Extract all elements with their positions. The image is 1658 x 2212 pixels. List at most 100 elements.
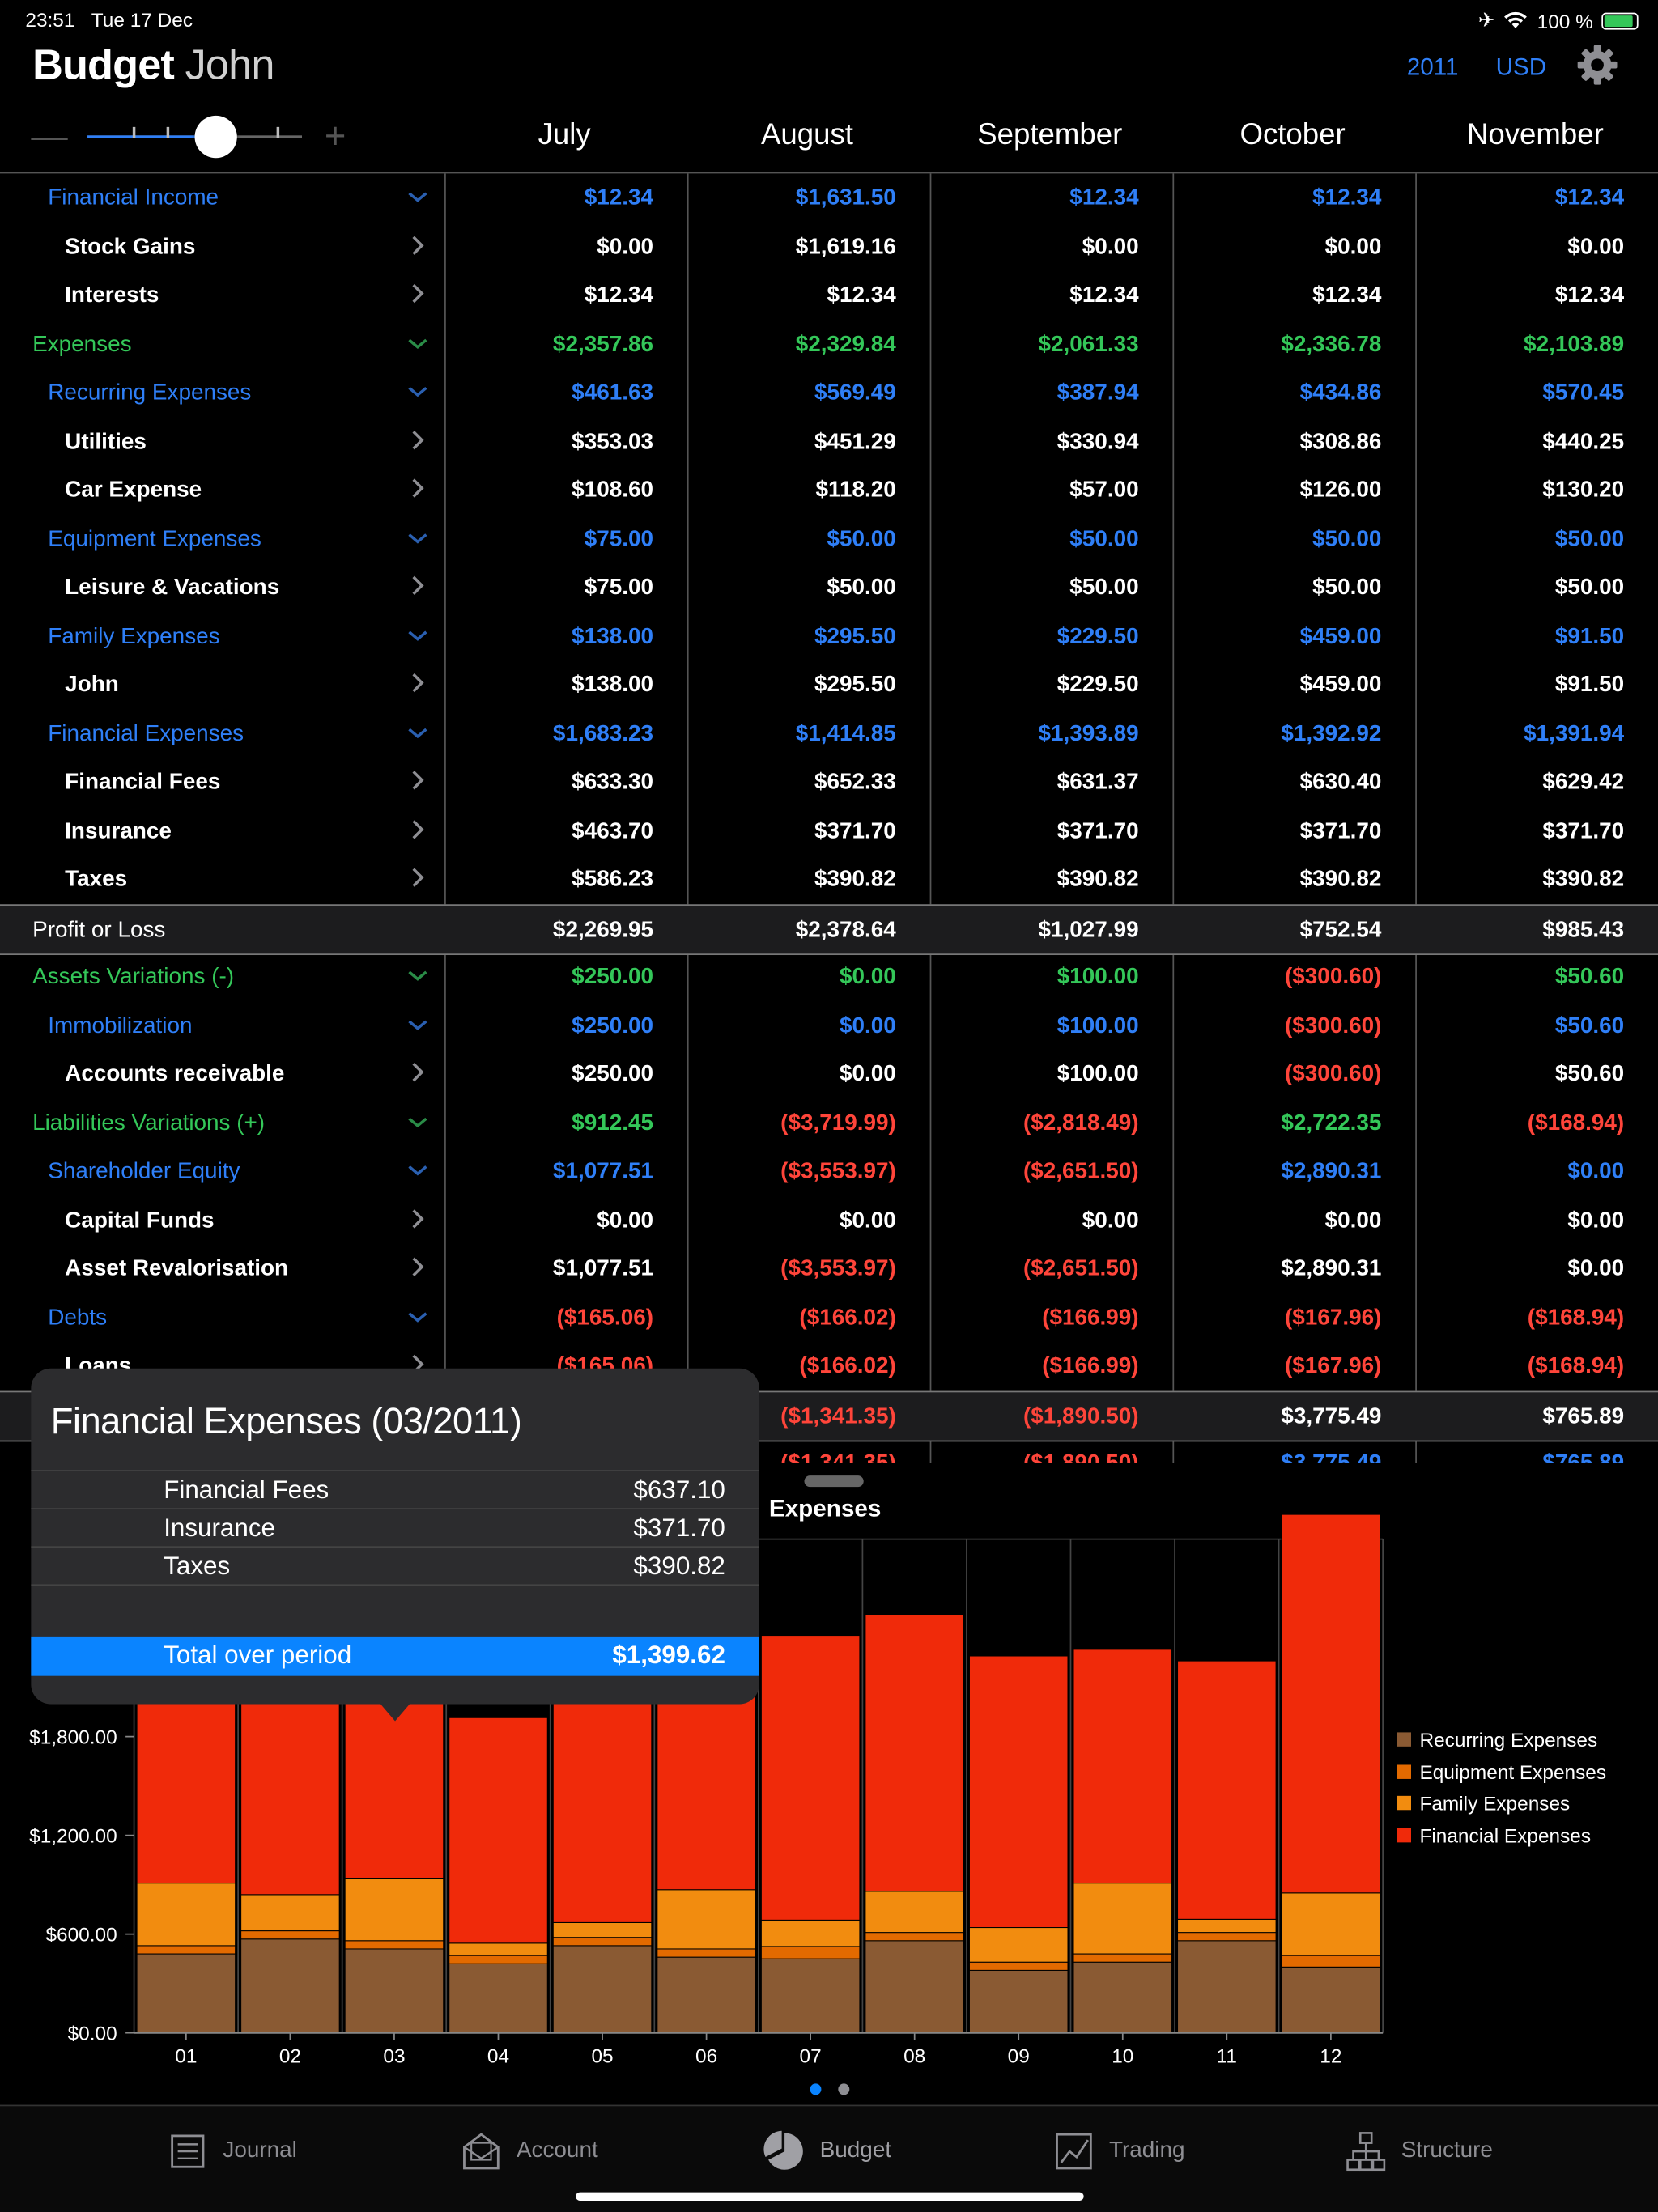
table-row[interactable]: Equipment Expenses $75.00 $50.00 $50.00 $50.… [0, 514, 1658, 563]
cell-value[interactable]: $250.00 [572, 1013, 654, 1038]
home-indicator[interactable] [576, 2192, 1084, 2201]
cell-value[interactable]: $2,890.31 [1281, 1159, 1382, 1184]
cell-value[interactable]: $0.00 [1082, 1208, 1139, 1233]
cell-value[interactable]: $50.00 [1312, 527, 1382, 551]
table-row[interactable]: Shareholder Equity $1,077.51 ($3,553.97) ($… [0, 1147, 1658, 1195]
table-row[interactable]: Accounts receivable $250.00 $0.00 $100.00 ($… [0, 1050, 1658, 1098]
cell-value[interactable]: $50.00 [1312, 575, 1382, 600]
chart-bar-segment[interactable] [760, 1958, 861, 2034]
cell-value[interactable]: ($3,553.97) [780, 1159, 896, 1184]
chart-bar-segment[interactable] [760, 1635, 861, 1921]
cell-value[interactable]: $0.00 [1567, 1159, 1625, 1184]
cell-value[interactable]: $459.00 [1299, 624, 1382, 648]
chevron-down-icon[interactable] [406, 524, 429, 550]
cell-value[interactable]: $126.00 [1299, 478, 1382, 503]
chart-bar-segment[interactable] [1073, 1953, 1173, 1963]
chart-bar-segment[interactable] [968, 1926, 1069, 1963]
cell-value[interactable]: $138.00 [572, 624, 654, 648]
cell-value[interactable]: $1,393.89 [1038, 721, 1139, 746]
cell-value[interactable]: $765.89 [1398, 1452, 1624, 1463]
cell-value[interactable]: $390.82 [814, 867, 896, 892]
cell-value[interactable]: $434.86 [1299, 380, 1382, 405]
chevron-right-icon[interactable] [406, 864, 429, 889]
cell-value[interactable]: ($165.06) [556, 1306, 654, 1330]
cell-value[interactable]: $0.00 [840, 965, 896, 989]
cell-value[interactable]: ($1,890.50) [1022, 1404, 1139, 1429]
cell-value[interactable]: $100.00 [1056, 1062, 1139, 1087]
cell-value[interactable]: $371.70 [1542, 818, 1625, 843]
cell-value[interactable]: $633.30 [572, 770, 654, 795]
cell-value[interactable]: $50.00 [1069, 575, 1139, 600]
table-row[interactable]: Asset Revalorisation $1,077.51 ($3,553.97)… [0, 1244, 1658, 1293]
cell-value[interactable]: $630.40 [1299, 770, 1382, 795]
chevron-down-icon[interactable] [406, 719, 429, 744]
cell-value[interactable]: $1,391.94 [1524, 721, 1625, 746]
currency-selector[interactable]: USD [1495, 53, 1547, 81]
cell-value[interactable]: ($1,341.35) [780, 1404, 896, 1429]
table-row[interactable]: Taxes $586.23 $390.82 $390.82 $390.82 $390.82 [0, 855, 1658, 903]
chevron-right-icon[interactable] [406, 573, 429, 598]
cell-value[interactable]: $100.00 [1056, 965, 1139, 989]
cell-value[interactable]: $50.00 [827, 527, 896, 551]
zoom-in-button[interactable]: + [324, 114, 346, 157]
cell-value[interactable]: $0.00 [597, 235, 654, 259]
chevron-right-icon[interactable] [406, 1059, 429, 1085]
chart-bar-segment[interactable] [552, 1937, 653, 1947]
cell-value[interactable]: $586.23 [572, 867, 654, 892]
chart-bar-segment[interactable] [1177, 1940, 1277, 2034]
legend-item[interactable]: Financial Expenses [1397, 1819, 1607, 1851]
table-row[interactable]: John $138.00 $295.50 $229.50 $459.00 $91.50 [0, 660, 1658, 709]
table-row[interactable]: Financial Expenses $1,683.23 $1,414.85 $1,3… [0, 709, 1658, 758]
chevron-down-icon[interactable] [406, 329, 429, 355]
table-row[interactable]: Interests $12.34 $12.34 $12.34 $12.34 $12.34 [0, 271, 1658, 320]
cell-value[interactable]: $138.00 [572, 673, 654, 698]
cell-value[interactable]: $353.03 [572, 429, 654, 454]
cell-value[interactable]: ($2,818.49) [1022, 1110, 1139, 1136]
cell-value[interactable]: $390.82 [1542, 867, 1625, 892]
chart-bar-segment[interactable] [968, 1961, 1069, 1971]
chart-bar-segment[interactable] [552, 1921, 653, 1938]
cell-value[interactable]: $3,775.49 [1156, 1452, 1381, 1463]
cell-value[interactable]: $12.34 [1554, 186, 1625, 210]
cell-value[interactable]: $0.00 [1324, 235, 1382, 259]
legend-item[interactable]: Equipment Expenses [1397, 1756, 1606, 1787]
chevron-down-icon[interactable] [406, 622, 429, 647]
cell-value[interactable]: $1,631.50 [795, 186, 896, 210]
cell-value[interactable]: $12.34 [1069, 186, 1139, 210]
chart-bar-segment[interactable] [657, 1956, 756, 2034]
cell-value[interactable]: ($166.02) [799, 1354, 896, 1378]
cell-value[interactable]: $1,077.51 [552, 1159, 654, 1184]
zoom-track[interactable] [87, 115, 303, 159]
cell-value[interactable]: $371.70 [814, 818, 896, 843]
cell-value[interactable]: ($168.94) [1527, 1110, 1625, 1136]
tab-journal[interactable]: Journal [167, 2126, 297, 2177]
table-row[interactable]: Family Expenses $138.00 $295.50 $229.50 $459… [0, 612, 1658, 660]
page-indicator[interactable] [810, 2077, 866, 2102]
chart-bar-segment[interactable] [449, 1955, 548, 1964]
table-row[interactable]: Stock Gains $0.00 $1,619.16 $0.00 $0.00 $0.00 [0, 223, 1658, 271]
cell-value[interactable]: ($300.60) [1285, 965, 1382, 989]
cell-value[interactable]: $12.34 [827, 283, 896, 308]
cell-value[interactable]: $50.00 [1554, 527, 1625, 551]
cell-value[interactable]: $295.50 [814, 624, 896, 648]
cell-value[interactable]: $570.45 [1542, 380, 1625, 405]
cell-value[interactable]: $12.34 [1312, 186, 1382, 210]
chevron-down-icon[interactable] [406, 1011, 429, 1036]
cell-value[interactable]: ($300.60) [1285, 1062, 1382, 1087]
cell-value[interactable]: $108.60 [572, 478, 654, 503]
cell-value[interactable]: ($166.99) [1042, 1354, 1139, 1378]
cell-value[interactable]: $12.34 [1554, 283, 1625, 308]
cell-value[interactable]: $2,329.84 [795, 332, 896, 357]
chart-bar-segment[interactable] [865, 1891, 964, 1934]
cell-value[interactable]: $50.60 [1554, 965, 1625, 989]
cell-value[interactable]: $371.70 [1299, 818, 1382, 843]
cell-value[interactable]: ($168.94) [1527, 1354, 1625, 1378]
cell-value[interactable]: $0.00 [1567, 1208, 1625, 1233]
chart-bar-segment[interactable] [865, 1932, 964, 1942]
chevron-right-icon[interactable] [406, 670, 429, 695]
chart-bar-segment[interactable] [344, 1877, 444, 1942]
chevron-down-icon[interactable] [406, 1303, 429, 1328]
cell-value[interactable]: $250.00 [572, 1062, 654, 1087]
cell-value[interactable]: $50.00 [1069, 527, 1139, 551]
cell-value[interactable]: $229.50 [1056, 673, 1139, 698]
